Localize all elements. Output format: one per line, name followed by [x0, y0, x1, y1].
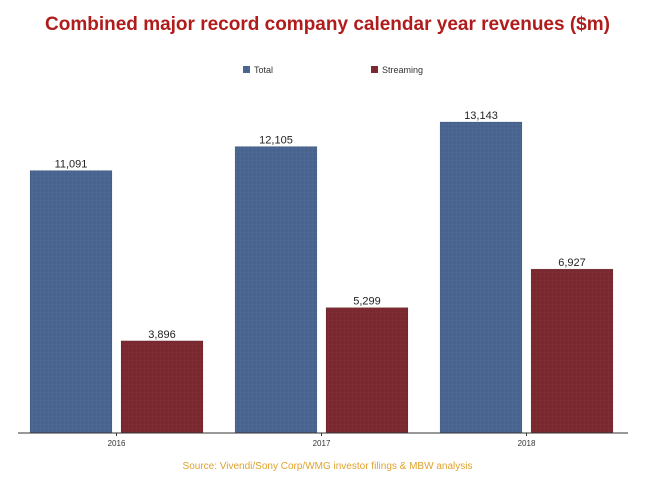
bar-total-2018: [439, 121, 523, 434]
data-label-streaming-2017: 5,299: [353, 296, 381, 308]
x-tick-label-2017: 2017: [313, 439, 331, 448]
x-ticks-layer: 2016 2017 2018: [108, 433, 536, 448]
bar-total-2017: [234, 146, 318, 434]
data-labels-layer: 11,091 3,896 12,105 5,299 13,143 6,927: [55, 110, 586, 341]
data-label-streaming-2018: 6,927: [558, 257, 586, 269]
data-label-total-2016: 11,091: [55, 159, 88, 171]
data-label-streaming-2016: 3,896: [148, 329, 176, 341]
x-tick-label-2016: 2016: [108, 439, 126, 448]
legend-label-total: Total: [254, 65, 273, 75]
bars-layer: [29, 121, 614, 434]
bar-total-2016: [29, 170, 113, 434]
legend-label-streaming: Streaming: [382, 65, 423, 75]
chart-title: Combined major record company calendar y…: [45, 14, 610, 35]
bar-streaming-2016: [120, 340, 204, 434]
legend-swatch-total: [243, 66, 250, 73]
bar-streaming-2017: [325, 307, 409, 434]
legend-swatch-streaming: [371, 66, 378, 73]
x-tick-label-2018: 2018: [518, 439, 536, 448]
source-note: Source: Vivendi/Sony Corp/WMG investor f…: [182, 461, 473, 472]
bar-streaming-2018: [530, 268, 614, 434]
data-label-total-2017: 12,105: [259, 135, 293, 147]
data-label-total-2018: 13,143: [464, 110, 498, 122]
legend: Total Streaming: [243, 65, 423, 75]
